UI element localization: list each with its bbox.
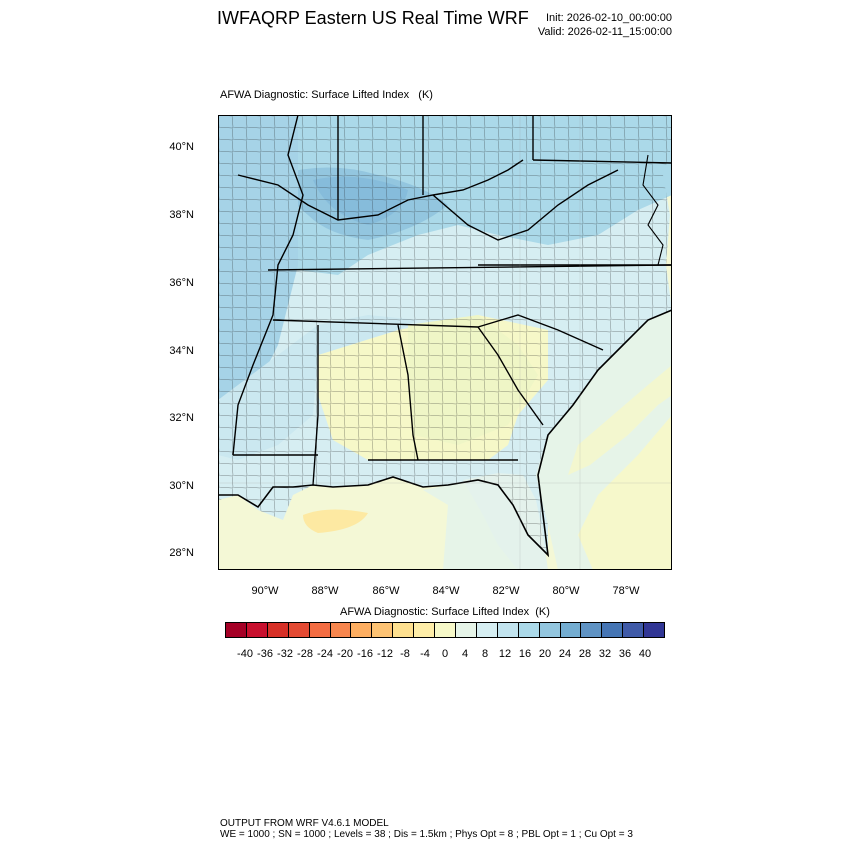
colorbar-swatch: [560, 623, 582, 637]
colorbar-tick-label: 4: [461, 648, 469, 660]
colorbar-swatch: [455, 623, 477, 637]
border-pa-md: [532, 159, 672, 164]
colorbar-swatch: [393, 623, 415, 637]
colorbar-swatch: [288, 623, 310, 637]
graticule: [218, 115, 672, 570]
colorbar-swatch: [435, 623, 456, 637]
lon-label-90w: 90°W: [251, 585, 279, 597]
lon-label-84w: 84°W: [432, 585, 460, 597]
footer-model-line: OUTPUT FROM WRF V4.6.1 MODEL: [220, 818, 389, 829]
colorbar-tick-label: -36: [257, 648, 273, 660]
border-ms-al: [312, 325, 319, 486]
colorbar-swatch: [351, 623, 373, 637]
colorbar-tick-label: 32: [598, 648, 612, 660]
colorbar-tick-label: 16: [518, 648, 532, 660]
border-ms-river: [232, 115, 304, 456]
border-tn-al: [272, 319, 479, 328]
atlantic-warm-band: [568, 365, 672, 475]
map-border: [218, 115, 672, 570]
colorbar-tick-label: 40: [638, 648, 652, 660]
colorbar-swatch: [372, 623, 394, 637]
colorbar-tick-label: -24: [317, 648, 333, 660]
colorbar-tick-label: -16: [357, 648, 373, 660]
colorbar-swatch: [539, 623, 561, 637]
lon-label-88w: 88°W: [311, 585, 339, 597]
lon-label-78w: 78°W: [612, 585, 640, 597]
colorbar-swatch: [309, 623, 331, 637]
atlantic-warm-band-2: [578, 415, 672, 570]
init-time: Init: 2026-02-10_00:00:00: [546, 12, 672, 24]
lifted-index-map: [218, 115, 672, 570]
chesapeake: [642, 154, 664, 266]
coastline: [218, 309, 672, 558]
lat-label-30n: 30°N: [169, 480, 194, 492]
border-nc-sc: [477, 314, 604, 351]
colorbar-swatch: [267, 623, 289, 637]
border-wv: [432, 169, 619, 241]
border-al-ga: [397, 324, 419, 461]
colorbar-tick-label: 12: [498, 648, 512, 660]
colorbar-swatch: [476, 623, 498, 637]
lon-label-86w: 86°W: [372, 585, 400, 597]
colorbar-swatch: [644, 623, 665, 637]
colorbar-tick-label: 0: [441, 648, 449, 660]
state-borders: [232, 115, 672, 486]
colorbar-tick-label: 24: [558, 648, 572, 660]
lat-label-28n: 28°N: [169, 547, 194, 559]
colorbar-tick-label: 20: [538, 648, 552, 660]
colorbar-swatch: [518, 623, 540, 637]
county-lines: [218, 115, 672, 555]
lat-label-32n: 32°N: [169, 412, 194, 424]
lon-label-80w: 80°W: [552, 585, 580, 597]
colorbar-swatch: [246, 623, 268, 637]
colorbar-tick-label: -8: [400, 648, 410, 660]
colorbar-tick-label: -4: [420, 648, 430, 660]
map-subtitle: AFWA Diagnostic: Surface Lifted Index (K…: [220, 89, 433, 101]
footer-config-line: WE = 1000 ; SN = 1000 ; Levels = 38 ; Di…: [220, 829, 633, 840]
colorbar-tick-label: -32: [277, 648, 293, 660]
border-tn-ky: [267, 264, 672, 271]
colorbar: [225, 622, 665, 638]
colorbar-swatch: [226, 623, 247, 637]
gulf-warm-spot: [303, 509, 368, 533]
colorbar-swatch: [623, 623, 645, 637]
colorbar-tick-label: 28: [578, 648, 592, 660]
lat-label-34n: 34°N: [169, 345, 194, 357]
colorbar-tick-label: -40: [237, 648, 253, 660]
border-ohio-river: [237, 159, 524, 221]
lat-label-36n: 36°N: [169, 277, 194, 289]
colorbar-tick-label: 36: [618, 648, 632, 660]
colorbar-tick-label: -28: [297, 648, 313, 660]
colorbar-tick-label: 8: [481, 648, 489, 660]
colorbar-swatch: [581, 623, 603, 637]
colorbar-swatch: [330, 623, 352, 637]
colorbar-swatch: [602, 623, 624, 637]
page-title: IWFAQRP Eastern US Real Time WRF: [217, 8, 529, 28]
lon-label-82w: 82°W: [492, 585, 520, 597]
colorbar-swatch: [497, 623, 519, 637]
colorbar-tick-label: -20: [337, 648, 353, 660]
border-ga-sc: [477, 326, 544, 426]
colorbar-swatch: [414, 623, 436, 637]
colorbar-title: AFWA Diagnostic: Surface Lifted Index (K…: [340, 606, 550, 618]
lat-label-40n: 40°N: [169, 141, 194, 153]
lat-label-38n: 38°N: [169, 209, 194, 221]
colorbar-tick-label: -12: [377, 648, 393, 660]
valid-time: Valid: 2026-02-11_15:00:00: [537, 26, 672, 38]
